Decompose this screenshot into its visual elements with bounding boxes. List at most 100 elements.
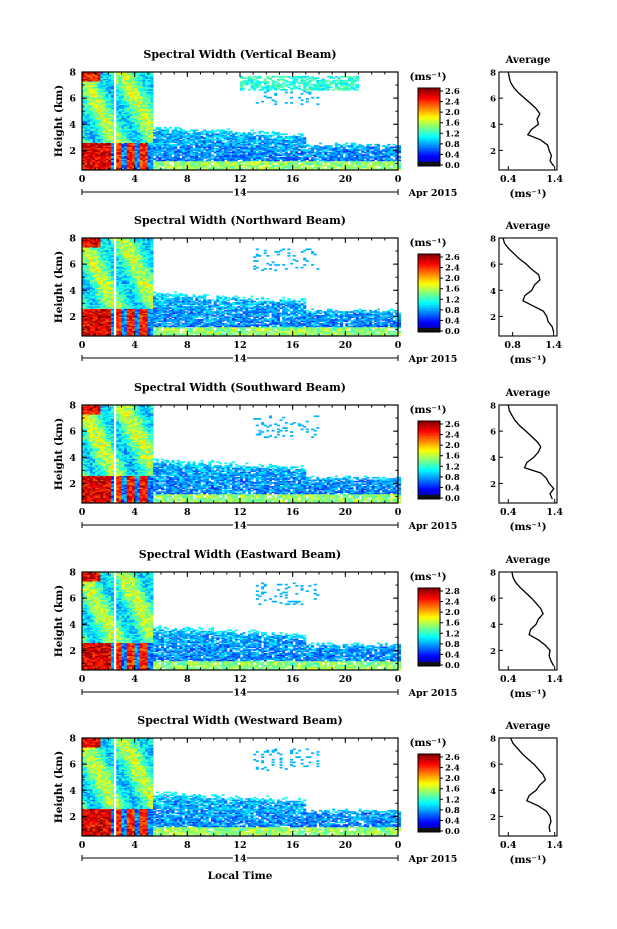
heatmap-cell xyxy=(116,137,120,140)
heatmap-cell xyxy=(129,79,133,82)
heatmap-cell xyxy=(134,156,138,159)
heatmap-cell xyxy=(110,164,114,167)
heatmap-cell xyxy=(110,147,114,150)
heatmap-cell xyxy=(290,136,294,138)
heatmap-cell xyxy=(205,130,209,133)
heatmap-cell xyxy=(121,86,125,89)
heatmap-cell xyxy=(110,95,114,98)
heatmap-cell xyxy=(124,108,128,111)
heatmap-cell xyxy=(361,154,365,157)
heatmap-cell xyxy=(82,94,86,96)
heatmap-cell xyxy=(182,129,186,132)
heatmap-cell xyxy=(84,166,88,168)
heatmap-cell xyxy=(118,77,122,79)
heatmap-cell xyxy=(87,103,91,106)
average-y-tick-label: 4 xyxy=(490,121,496,131)
heatmap-cell xyxy=(95,78,99,81)
heatmap-cell xyxy=(118,88,122,91)
heatmap-cell xyxy=(103,164,107,167)
heatmap-cell xyxy=(100,156,104,159)
heatmap-cell xyxy=(176,130,180,133)
heatmap-cell xyxy=(87,98,91,100)
heatmap-cell xyxy=(84,103,88,106)
heatmap-cell xyxy=(87,151,91,154)
heatmap-cell xyxy=(379,155,383,158)
heatmap-cell xyxy=(89,149,93,151)
heatmap-cell xyxy=(108,153,112,155)
heatmap-cell xyxy=(121,121,125,124)
heatmap-cell xyxy=(132,125,136,128)
heatmap-cell xyxy=(171,129,175,132)
heatmap-cell xyxy=(84,99,88,102)
heatmap-cell xyxy=(100,158,104,160)
heatmap-cell xyxy=(82,88,86,91)
heatmap-cell xyxy=(97,85,101,87)
heatmap-cell xyxy=(108,145,112,147)
heatmap-cell xyxy=(153,129,157,132)
heatmap-cell xyxy=(258,75,262,78)
heatmap-cell xyxy=(110,91,114,94)
heatmap-cell xyxy=(100,74,104,77)
heatmap-cell xyxy=(92,109,96,112)
heatmap-cell xyxy=(82,128,86,130)
heatmap-cell xyxy=(97,96,101,99)
heatmap-cell xyxy=(116,92,120,95)
heatmap-cell xyxy=(108,163,112,166)
heatmap-cell xyxy=(124,166,128,168)
heatmap-cell xyxy=(242,150,246,153)
heatmap-cell xyxy=(132,142,136,145)
heatmap-cell xyxy=(132,117,136,120)
heatmap-cell xyxy=(118,142,122,145)
heatmap-cell xyxy=(132,103,136,106)
heatmap-cell xyxy=(105,143,109,146)
heatmap-cell xyxy=(287,75,291,78)
y-tick-label: 6 xyxy=(69,94,76,105)
heatmap-cell xyxy=(87,74,91,77)
heatmap-cell xyxy=(126,72,130,74)
heatmap-cell xyxy=(82,113,86,116)
heatmap-cell xyxy=(89,91,93,94)
heatmap-cell xyxy=(129,159,133,162)
heatmap-cell xyxy=(168,143,172,146)
heatmap-cell xyxy=(126,154,130,157)
heatmap-cell xyxy=(134,133,138,136)
heatmap-cell xyxy=(92,163,96,166)
heatmap-cell xyxy=(295,136,299,138)
heatmap-cell xyxy=(353,86,357,89)
heatmap-cell xyxy=(134,103,138,106)
heatmap-cell xyxy=(108,112,112,115)
heatmap-cell xyxy=(95,75,99,78)
heatmap-cell xyxy=(174,143,178,146)
heatmap-cell xyxy=(276,146,280,149)
colorbar-step xyxy=(418,93,440,97)
heatmap-cell xyxy=(116,158,120,160)
heatmap-cell xyxy=(116,142,120,145)
heatmap-cell xyxy=(134,128,138,130)
heatmap-cell xyxy=(110,108,114,111)
heatmap-cell xyxy=(89,141,93,143)
heatmap-cell xyxy=(100,124,104,126)
heatmap-cell xyxy=(97,167,101,170)
heatmap-cell xyxy=(129,99,133,102)
heatmap-cell xyxy=(95,105,99,108)
heatmap-cell xyxy=(355,83,359,86)
heatmap-cell xyxy=(308,83,312,86)
heatmap-cell xyxy=(103,100,107,103)
heatmap-cell xyxy=(134,94,138,96)
heatmap-cell xyxy=(108,79,112,82)
heatmap-cell xyxy=(92,105,96,108)
heatmap-cell xyxy=(100,91,104,94)
heatmap-cell xyxy=(129,103,133,106)
heatmap-cell xyxy=(97,83,101,86)
heatmap-cell xyxy=(116,124,120,126)
heatmap-cell xyxy=(187,145,191,147)
heatmap-cell xyxy=(271,155,275,158)
heatmap-cell xyxy=(105,105,109,108)
heatmap-cell xyxy=(89,102,93,104)
heatmap-cell xyxy=(300,103,304,106)
heatmap-cell xyxy=(134,136,138,138)
heatmap-cell xyxy=(87,147,91,150)
heatmap-cell xyxy=(134,143,138,146)
heatmap-cell xyxy=(168,133,172,136)
heatmap-cell xyxy=(95,167,99,170)
